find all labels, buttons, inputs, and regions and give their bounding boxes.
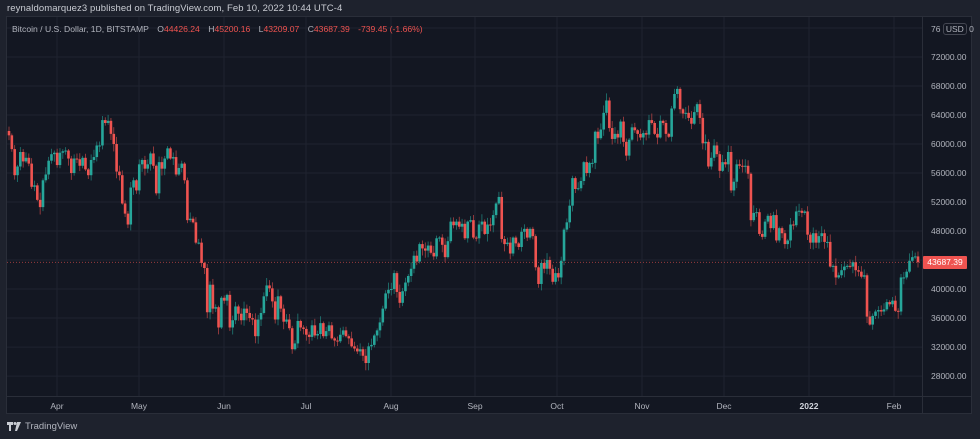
- time-tick: 2022: [799, 401, 819, 411]
- price-axis[interactable]: [922, 17, 972, 396]
- high-label: H: [208, 24, 215, 34]
- open-label: O: [157, 24, 164, 34]
- price-tick: 64000.00: [931, 110, 967, 120]
- grid-lines: [7, 17, 922, 396]
- last-price-tag: 43687.39: [923, 256, 967, 269]
- axis-top-suffix: 0: [969, 24, 974, 34]
- currency-label[interactable]: 76 USD 0: [931, 23, 974, 35]
- time-tick: Jul: [300, 401, 312, 411]
- open-value: 44426.24: [163, 24, 200, 34]
- price-tick: 40000.00: [931, 284, 967, 295]
- time-tick: Oct: [550, 401, 564, 411]
- close-label: C: [307, 24, 314, 34]
- price-tick: 36000.00: [931, 313, 967, 324]
- time-tick: Dec: [716, 401, 732, 411]
- time-tick: May: [130, 401, 148, 411]
- axis-corner: [922, 396, 972, 414]
- price-tick: 56000.00: [931, 168, 967, 179]
- symbol-legend: Bitcoin / U.S. Dollar, 1D, BITSTAMP O444…: [12, 24, 423, 34]
- price-tick: 68000.00: [931, 81, 967, 91]
- tradingview-logo-icon: [7, 422, 21, 431]
- close-value: 43687.39: [313, 24, 350, 34]
- publish-info: reynaldomarquez3 published on TradingVie…: [7, 3, 343, 14]
- high-value: 45200.16: [214, 24, 251, 34]
- price-tick: 72000.00: [931, 52, 967, 62]
- price-tick: 52000.00: [931, 197, 967, 208]
- time-tick: Feb: [886, 401, 902, 411]
- currency-button[interactable]: USD: [942, 23, 967, 35]
- chart-frame: [6, 16, 972, 414]
- price-tick: 48000.00: [931, 226, 967, 237]
- low-label: L: [258, 24, 264, 34]
- price-tick: 32000.00: [931, 342, 967, 353]
- time-tick: Jun: [217, 401, 231, 411]
- change-value: -739.45 (-1.66%): [358, 24, 423, 34]
- time-tick: Sep: [467, 401, 483, 411]
- axis-top-value: 76: [931, 24, 941, 34]
- candles: [7, 86, 920, 371]
- tradingview-brand[interactable]: TradingView: [7, 421, 77, 432]
- time-tick: Nov: [634, 401, 650, 411]
- price-tick: 28000.00: [931, 371, 967, 382]
- time-tick: Aug: [383, 401, 399, 411]
- low-value: 43209.07: [263, 24, 300, 34]
- symbol-name: Bitcoin / U.S. Dollar, 1D, BITSTAMP: [12, 24, 149, 34]
- price-tick: 60000.00: [931, 139, 967, 150]
- time-axis[interactable]: [7, 396, 922, 414]
- brand-name: TradingView: [25, 421, 78, 432]
- time-tick: Apr: [50, 401, 64, 411]
